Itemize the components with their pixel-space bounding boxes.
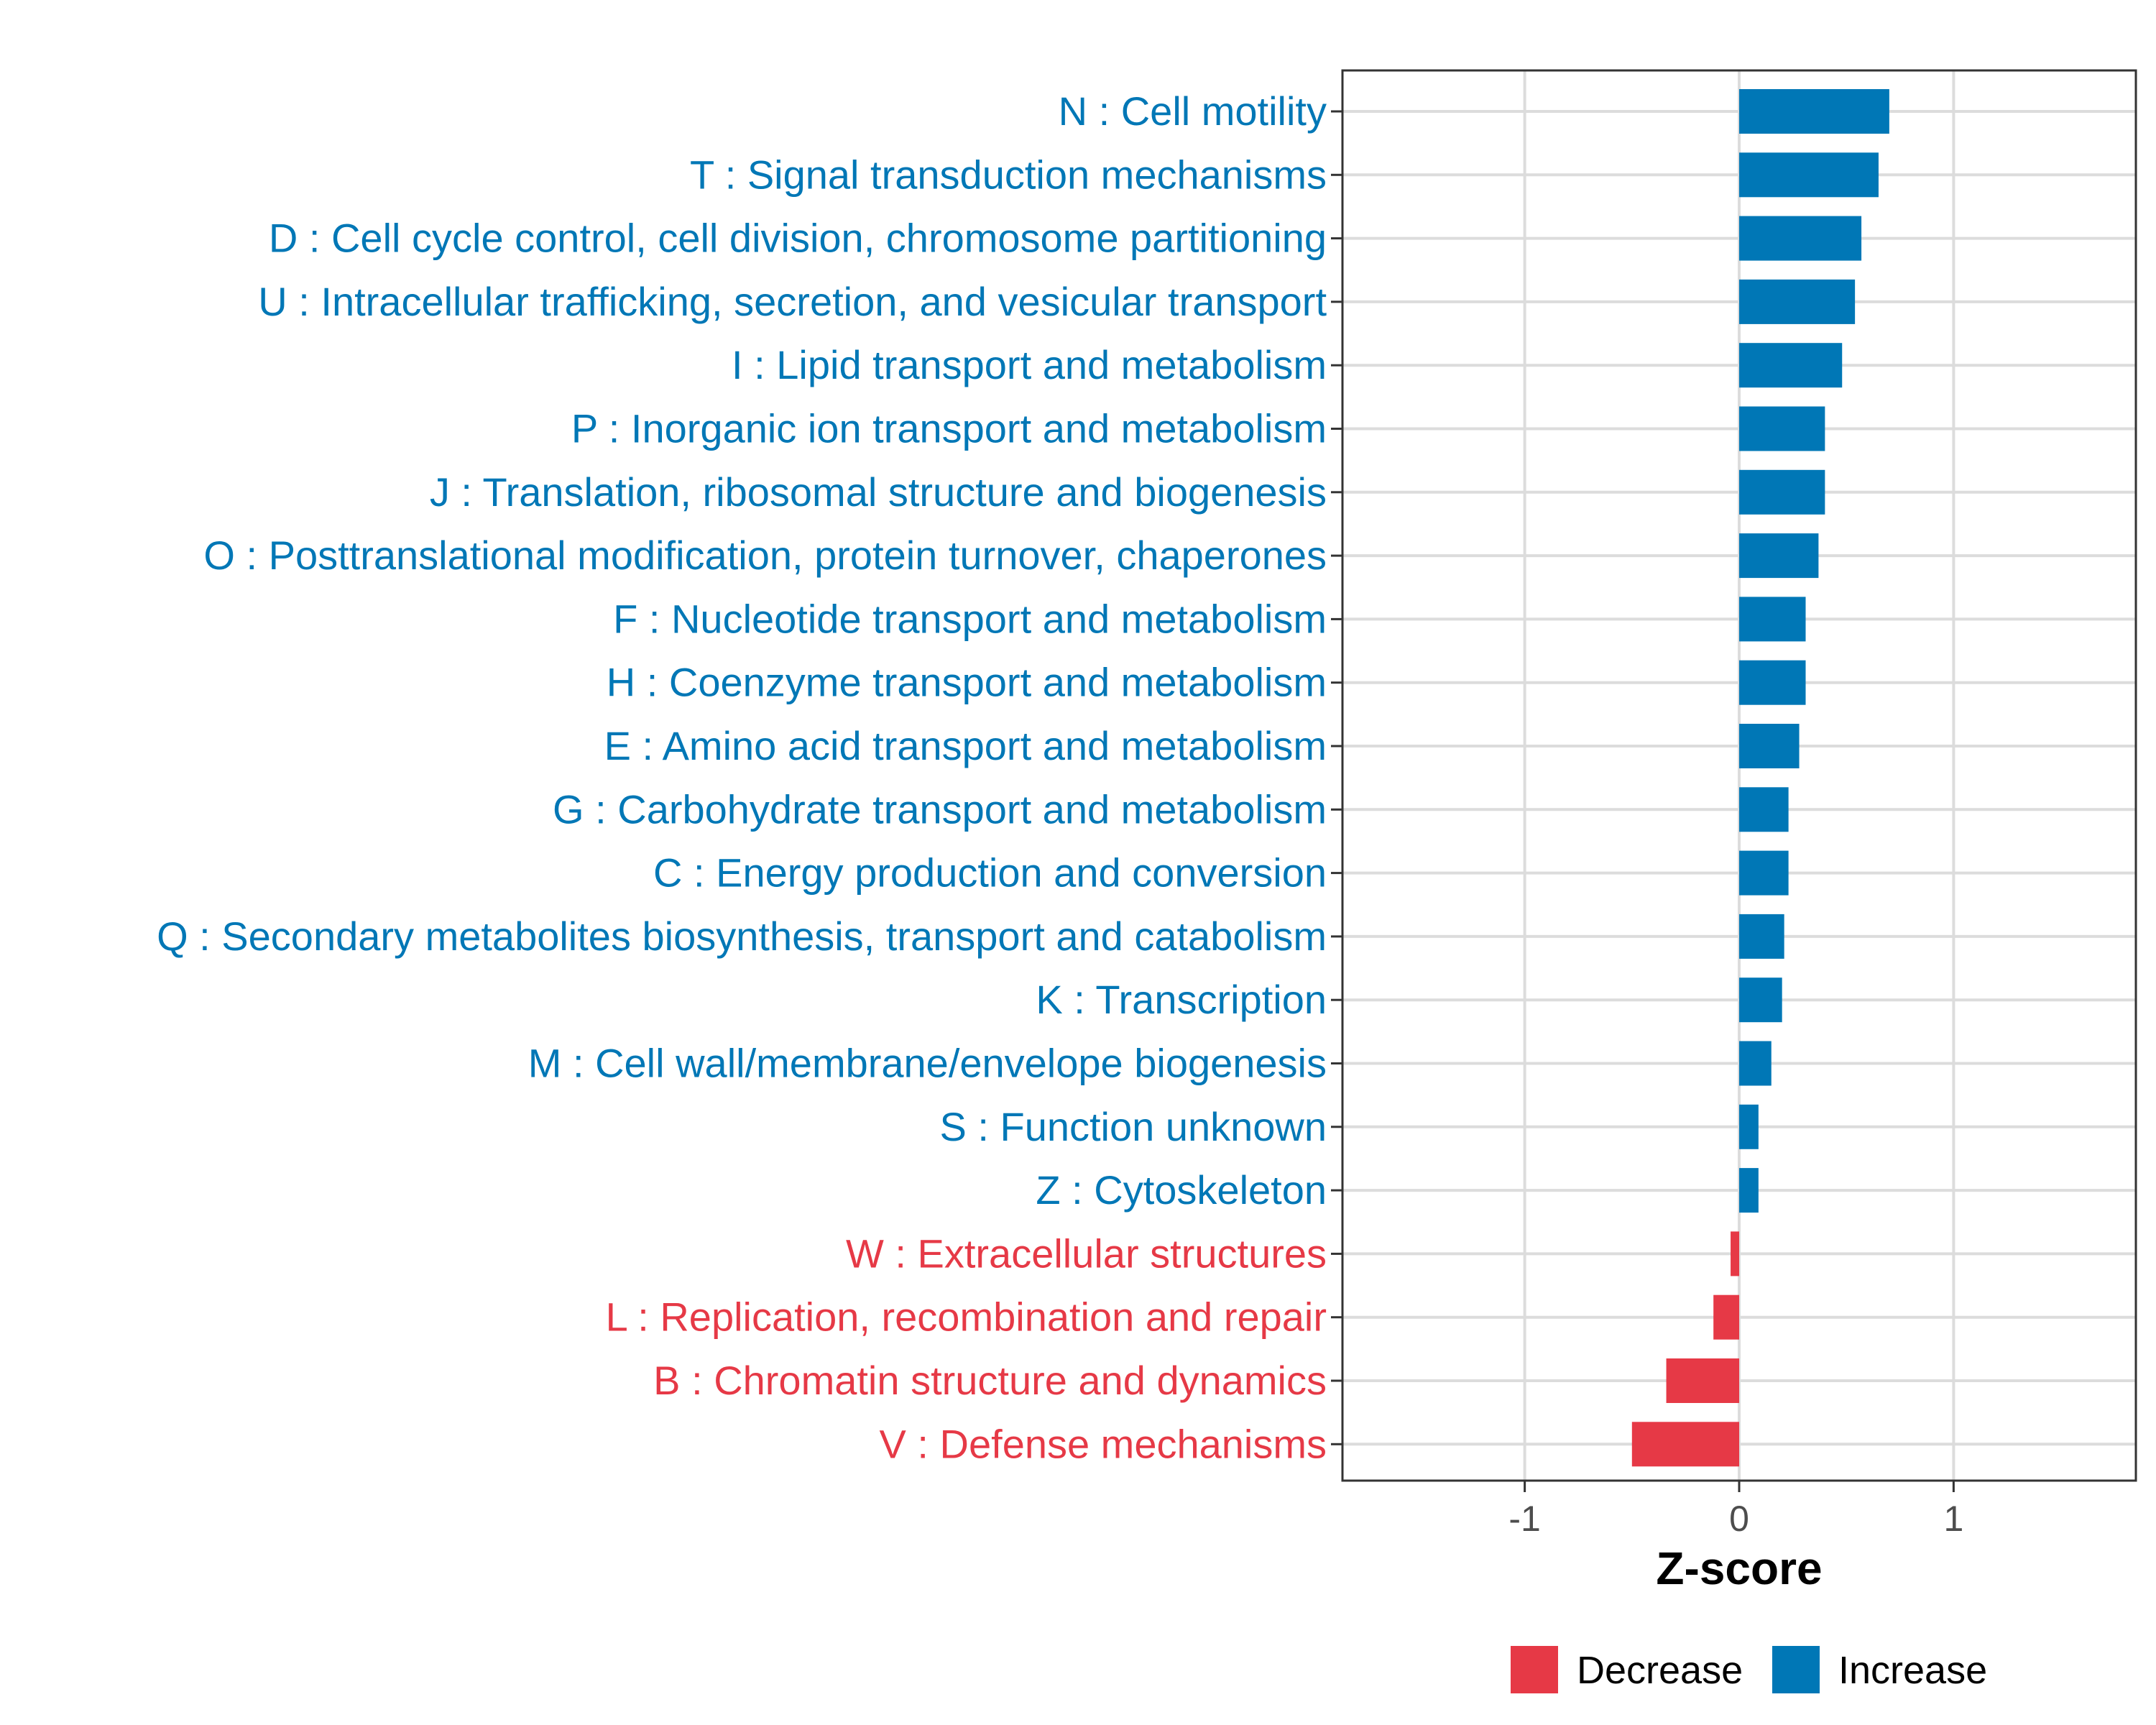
bar-o: [1739, 533, 1819, 579]
bar-w: [1731, 1231, 1739, 1276]
legend-label-increase: Increase: [1838, 1649, 1987, 1692]
y-axis-ticks: [1331, 110, 1342, 1445]
category-label: E : Amino acid transport and metabolism: [604, 723, 1327, 768]
bar-m: [1739, 1041, 1772, 1086]
category-label: H : Coenzyme transport and metabolism: [607, 660, 1327, 705]
legend-label-decrease: Decrease: [1577, 1649, 1743, 1692]
bar-f: [1739, 597, 1806, 642]
category-label: I : Lipid transport and metabolism: [732, 342, 1327, 387]
legend: Decrease Increase: [1511, 1646, 1987, 1693]
bar-d: [1739, 216, 1862, 261]
bar-layer: [1631, 89, 1889, 1467]
category-label: V : Defense mechanisms: [880, 1421, 1327, 1466]
bar-l: [1713, 1294, 1739, 1340]
bar-p: [1739, 406, 1825, 451]
bar-q: [1739, 914, 1784, 959]
bar-i: [1739, 343, 1843, 388]
bar-j: [1739, 469, 1825, 515]
bar-s: [1739, 1104, 1759, 1149]
x-tick-label: -1: [1508, 1499, 1540, 1539]
category-label: F : Nucleotide transport and metabolism: [613, 596, 1327, 641]
category-label: P : Inorganic ion transport and metaboli…: [571, 406, 1327, 451]
bar-n: [1739, 89, 1889, 134]
y-axis-category-labels: N : Cell motility T : Signal transduction…: [157, 88, 1327, 1466]
x-axis-title: Z-score: [1656, 1542, 1822, 1594]
category-label: J : Translation, ribosomal structure and…: [430, 469, 1327, 515]
category-label: C : Energy production and conversion: [653, 850, 1327, 896]
bar-z: [1739, 1168, 1759, 1213]
x-tick-label: 1: [1943, 1499, 1963, 1539]
bar-c: [1739, 850, 1789, 896]
category-label: L : Replication, recombination and repai…: [606, 1294, 1327, 1340]
category-label: O : Posttranslational modification, prot…: [203, 533, 1327, 578]
legend-swatch-decrease: [1511, 1646, 1558, 1693]
category-label: K : Transcription: [1036, 977, 1327, 1022]
bar-k: [1739, 978, 1782, 1023]
legend-swatch-increase: [1772, 1646, 1820, 1693]
bar-b: [1666, 1358, 1739, 1403]
category-label: N : Cell motility: [1059, 88, 1327, 134]
bar-h: [1739, 660, 1806, 705]
category-label: S : Function unknown: [939, 1104, 1327, 1149]
x-axis-ticks: -1 0 1: [1508, 1481, 1963, 1539]
bar-e: [1739, 724, 1800, 768]
category-label: B : Chromatin structure and dynamics: [653, 1358, 1327, 1403]
category-label: T : Signal transduction mechanisms: [690, 152, 1327, 197]
category-label: U : Intracellular trafficking, secretion…: [258, 279, 1327, 324]
category-label: D : Cell cycle control, cell division, c…: [269, 216, 1327, 261]
bar-g: [1739, 787, 1789, 832]
bar-t: [1739, 152, 1879, 198]
category-label: M : Cell wall/membrane/envelope biogenes…: [528, 1041, 1327, 1086]
bar-v: [1631, 1422, 1739, 1467]
category-label: G : Carbohydrate transport and metabolis…: [553, 786, 1327, 832]
category-label: Z : Cytoskeleton: [1036, 1167, 1327, 1213]
bar-u: [1739, 279, 1856, 324]
category-label: Q : Secondary metabolites biosynthesis, …: [157, 914, 1327, 959]
x-tick-label: 0: [1729, 1499, 1749, 1539]
category-label: W : Extracellular structures: [846, 1230, 1327, 1276]
